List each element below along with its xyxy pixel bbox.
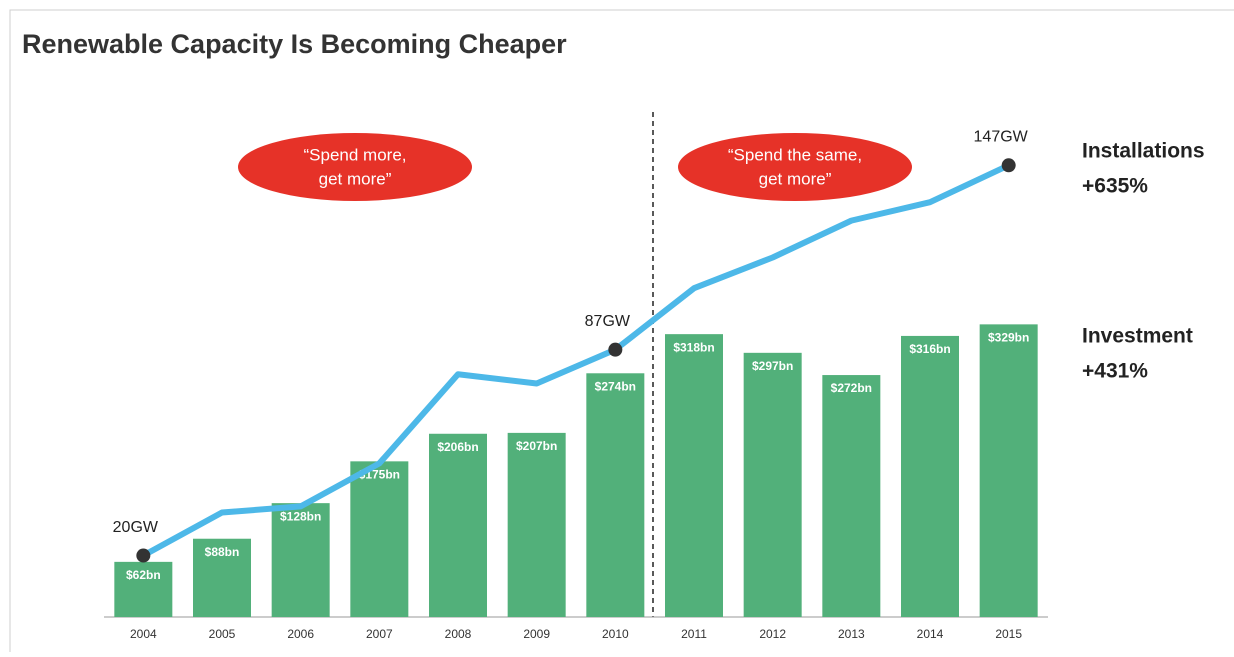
side-label: Installations xyxy=(1082,140,1205,163)
x-tick-label: 2004 xyxy=(130,627,157,641)
line-point xyxy=(1001,158,1016,173)
chart-title: Renewable Capacity Is Becoming Cheaper xyxy=(22,29,567,59)
bar xyxy=(822,375,881,617)
bar-label: $128bn xyxy=(280,509,321,523)
bar xyxy=(114,561,173,617)
line-label: 20GW xyxy=(113,519,159,536)
bar-label: $62bn xyxy=(126,568,161,582)
x-tick-label: 2006 xyxy=(287,627,314,641)
frame xyxy=(9,9,1234,657)
line-point xyxy=(608,342,623,357)
x-tick-label: 2014 xyxy=(917,627,944,641)
bar-label: $297bn xyxy=(752,359,793,373)
annotation-text: “Spend more, xyxy=(304,145,407,164)
side-label: Investment xyxy=(1082,325,1193,348)
bar-label: $88bn xyxy=(205,545,240,559)
x-tick-label: 2008 xyxy=(445,627,472,641)
bar xyxy=(586,373,645,617)
bar-label: $329bn xyxy=(988,331,1029,345)
bar-label: $316bn xyxy=(909,342,950,356)
x-tick-label: 2007 xyxy=(366,627,393,641)
bar xyxy=(901,335,959,617)
bar xyxy=(271,503,330,617)
annotation-oval xyxy=(678,133,912,201)
bar-label: $318bn xyxy=(673,340,714,354)
bar xyxy=(193,538,251,617)
bar xyxy=(429,433,487,617)
side-label: +431% xyxy=(1082,360,1148,383)
line-label: 147GW xyxy=(974,129,1029,146)
bar xyxy=(507,432,566,617)
annotation-text: get more” xyxy=(759,169,832,188)
bar xyxy=(350,461,409,617)
bar-label: $206bn xyxy=(437,440,478,454)
x-tick-label: 2005 xyxy=(209,627,236,641)
bar-label: $274bn xyxy=(595,379,636,393)
bar xyxy=(743,352,802,617)
bar xyxy=(979,324,1038,617)
x-tick-label: 2015 xyxy=(995,627,1022,641)
x-tick-label: 2009 xyxy=(523,627,550,641)
x-tick-label: 2011 xyxy=(681,627,707,641)
bar-label: $272bn xyxy=(831,381,872,395)
annotation-text: “Spend the same, xyxy=(728,145,862,164)
bar-label: $207bn xyxy=(516,439,557,453)
annotation-text: get more” xyxy=(319,169,392,188)
x-tick-label: 2010 xyxy=(602,627,629,641)
line xyxy=(141,162,1010,559)
line-point xyxy=(136,548,151,563)
bar xyxy=(665,334,723,617)
x-tick-label: 2012 xyxy=(759,627,786,641)
x-tick-label: 2013 xyxy=(838,627,865,641)
side-label: +635% xyxy=(1082,175,1148,198)
annotation-oval xyxy=(238,133,472,201)
line-label: 87GW xyxy=(585,313,631,330)
